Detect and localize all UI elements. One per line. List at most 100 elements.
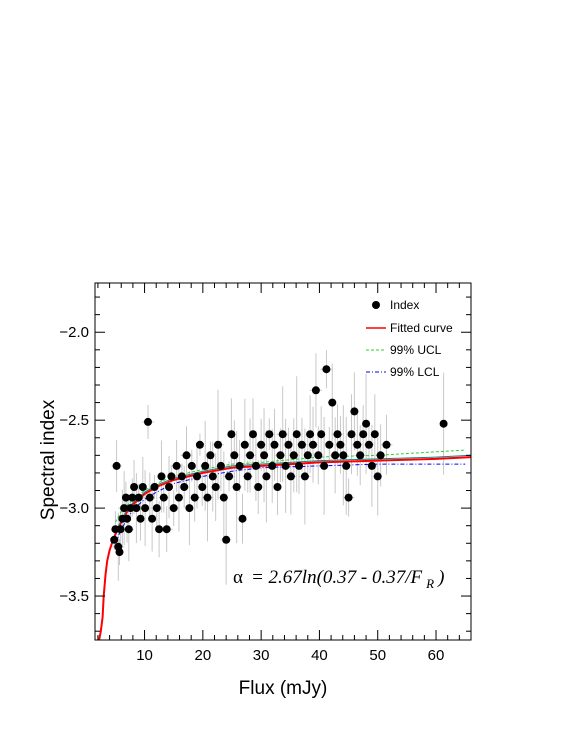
data-point [136, 514, 145, 523]
data-point [286, 472, 295, 481]
data-point [300, 472, 309, 481]
data-point [219, 493, 228, 502]
data-points [110, 365, 448, 557]
data-point [246, 451, 255, 460]
axis-ticks: 10 20 30 40 50 60 −3.5 −3.0 −2.5 −2.0 [59, 283, 472, 664]
data-point [130, 483, 139, 491]
data-point [150, 483, 159, 491]
data-point [112, 461, 121, 470]
data-point [201, 461, 210, 470]
data-point [211, 483, 220, 491]
data-point [292, 430, 301, 439]
x-tick-label: 60 [428, 647, 445, 664]
legend: Index Fitted curve 99% UCL 99% LCL [366, 298, 453, 379]
data-point [206, 451, 215, 460]
x-tick-label: 30 [253, 647, 270, 664]
data-point [185, 504, 194, 513]
data-point [265, 430, 274, 439]
fit-formula: α = 2.67ln(0.37 - 0.37/F R ) [233, 567, 444, 592]
data-point [193, 472, 201, 481]
data-point [322, 365, 331, 374]
data-point [216, 461, 225, 470]
data-point [116, 525, 125, 534]
data-point [260, 451, 269, 460]
data-point [155, 525, 164, 534]
data-point [257, 440, 266, 449]
data-point [222, 535, 231, 544]
data-point [359, 430, 368, 439]
x-tick-label: 50 [369, 647, 386, 664]
data-point [320, 461, 329, 470]
data-point [370, 430, 379, 439]
formula-close: ) [437, 567, 444, 588]
data-point [317, 430, 326, 439]
data-point [262, 472, 271, 481]
data-point [276, 451, 285, 460]
error-bars [111, 350, 447, 585]
data-point [284, 440, 293, 449]
data-point [270, 440, 279, 449]
x-tick-label: 10 [136, 647, 153, 664]
data-point [110, 535, 119, 544]
formula-alpha: α [233, 567, 243, 588]
data-point [439, 419, 448, 428]
data-point [295, 461, 303, 470]
data-point [251, 461, 260, 470]
data-point [172, 461, 181, 470]
formula-subscript: R [425, 576, 434, 591]
data-point [311, 386, 320, 395]
data-point [195, 440, 204, 449]
y-tick-label: −2.5 [59, 412, 89, 429]
data-point [344, 493, 353, 502]
data-point [278, 430, 287, 439]
data-point [152, 504, 161, 513]
data-point [198, 483, 207, 491]
data-point [342, 461, 351, 470]
data-point [145, 493, 154, 502]
data-point [138, 483, 147, 491]
data-point [120, 504, 129, 513]
x-tick-label: 20 [195, 647, 212, 664]
data-point [356, 451, 365, 460]
data-point [306, 430, 315, 439]
data-point [182, 451, 191, 460]
data-point [208, 472, 217, 481]
data-point [325, 440, 334, 449]
data-point [353, 440, 362, 449]
data-point [123, 514, 132, 523]
x-axis-label: Flux (mJy) [239, 678, 328, 699]
data-point [190, 493, 199, 502]
data-point [350, 407, 359, 416]
y-tick-label: −3.5 [59, 588, 89, 605]
data-point [126, 504, 135, 513]
data-point [382, 440, 391, 449]
data-point [333, 430, 342, 439]
data-point [273, 483, 282, 491]
y-axis-label: Spectral index [38, 399, 59, 520]
data-point [141, 504, 150, 513]
data-point [362, 419, 371, 428]
data-point [235, 461, 244, 470]
data-point [289, 451, 298, 460]
data-point [303, 451, 312, 460]
data-point [144, 417, 152, 426]
data-point [134, 493, 143, 502]
legend-label-ucl: 99% UCL [390, 343, 442, 357]
y-tick-label: −2.0 [59, 324, 89, 341]
data-point [167, 472, 176, 481]
data-point [240, 440, 249, 449]
data-point [132, 504, 141, 513]
data-point [281, 461, 290, 470]
svg-text:α = 2.67ln(0.37 - 0.37/F: α = 2.67ln(0.37 - 0.37/F R ) [233, 567, 444, 592]
data-point [268, 461, 277, 470]
data-point [203, 493, 212, 502]
data-point [225, 472, 234, 481]
data-point [174, 493, 183, 502]
data-point [328, 398, 337, 407]
data-point [177, 472, 186, 481]
data-point [227, 430, 236, 439]
data-point [232, 483, 241, 491]
data-point [148, 514, 157, 523]
data-point [249, 430, 257, 439]
